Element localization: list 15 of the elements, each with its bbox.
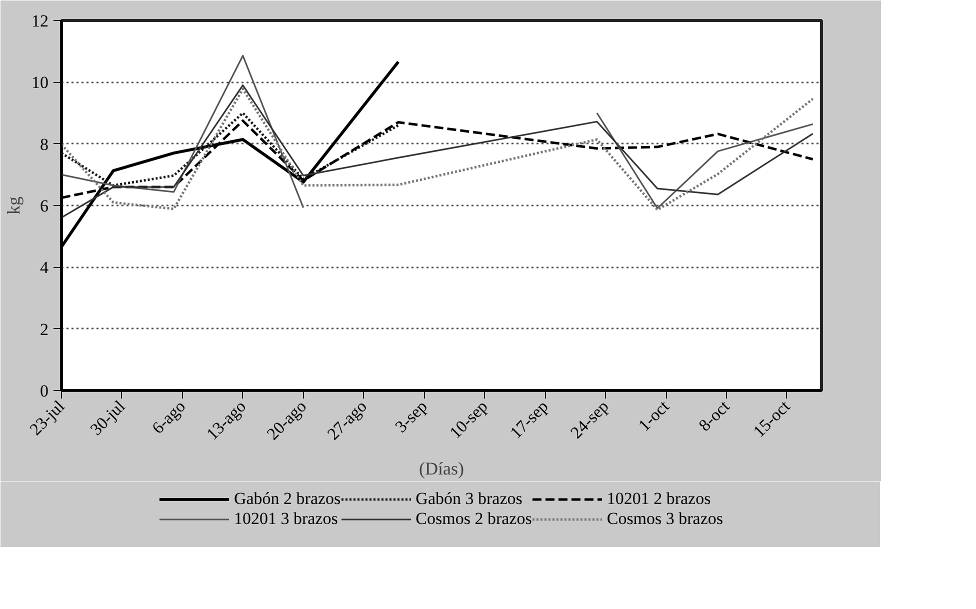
legend-label: 10201 2 brazos — [606, 489, 711, 509]
legend-label: 10201 3 brazos — [234, 509, 338, 529]
y-tick-label: 10 — [32, 73, 48, 92]
legend-label: Cosmos 2 brazos — [416, 509, 532, 529]
y-tick-label: 12 — [32, 12, 48, 30]
legend-label: Gabón 2 brazos — [234, 489, 341, 509]
y-tick-label: 0 — [40, 382, 48, 400]
y-tick-label: 8 — [40, 134, 48, 154]
legend-label: Gabón 3 brazos — [416, 489, 522, 509]
y-tick-label: 6 — [40, 196, 48, 216]
y-tick-label: 2 — [40, 320, 48, 339]
x-axis-title: (Días) — [419, 458, 464, 478]
y-axis-title: kg — [4, 196, 24, 214]
legend-label: Cosmos 3 brazos — [606, 509, 724, 529]
y-tick-label: 4 — [40, 258, 49, 278]
